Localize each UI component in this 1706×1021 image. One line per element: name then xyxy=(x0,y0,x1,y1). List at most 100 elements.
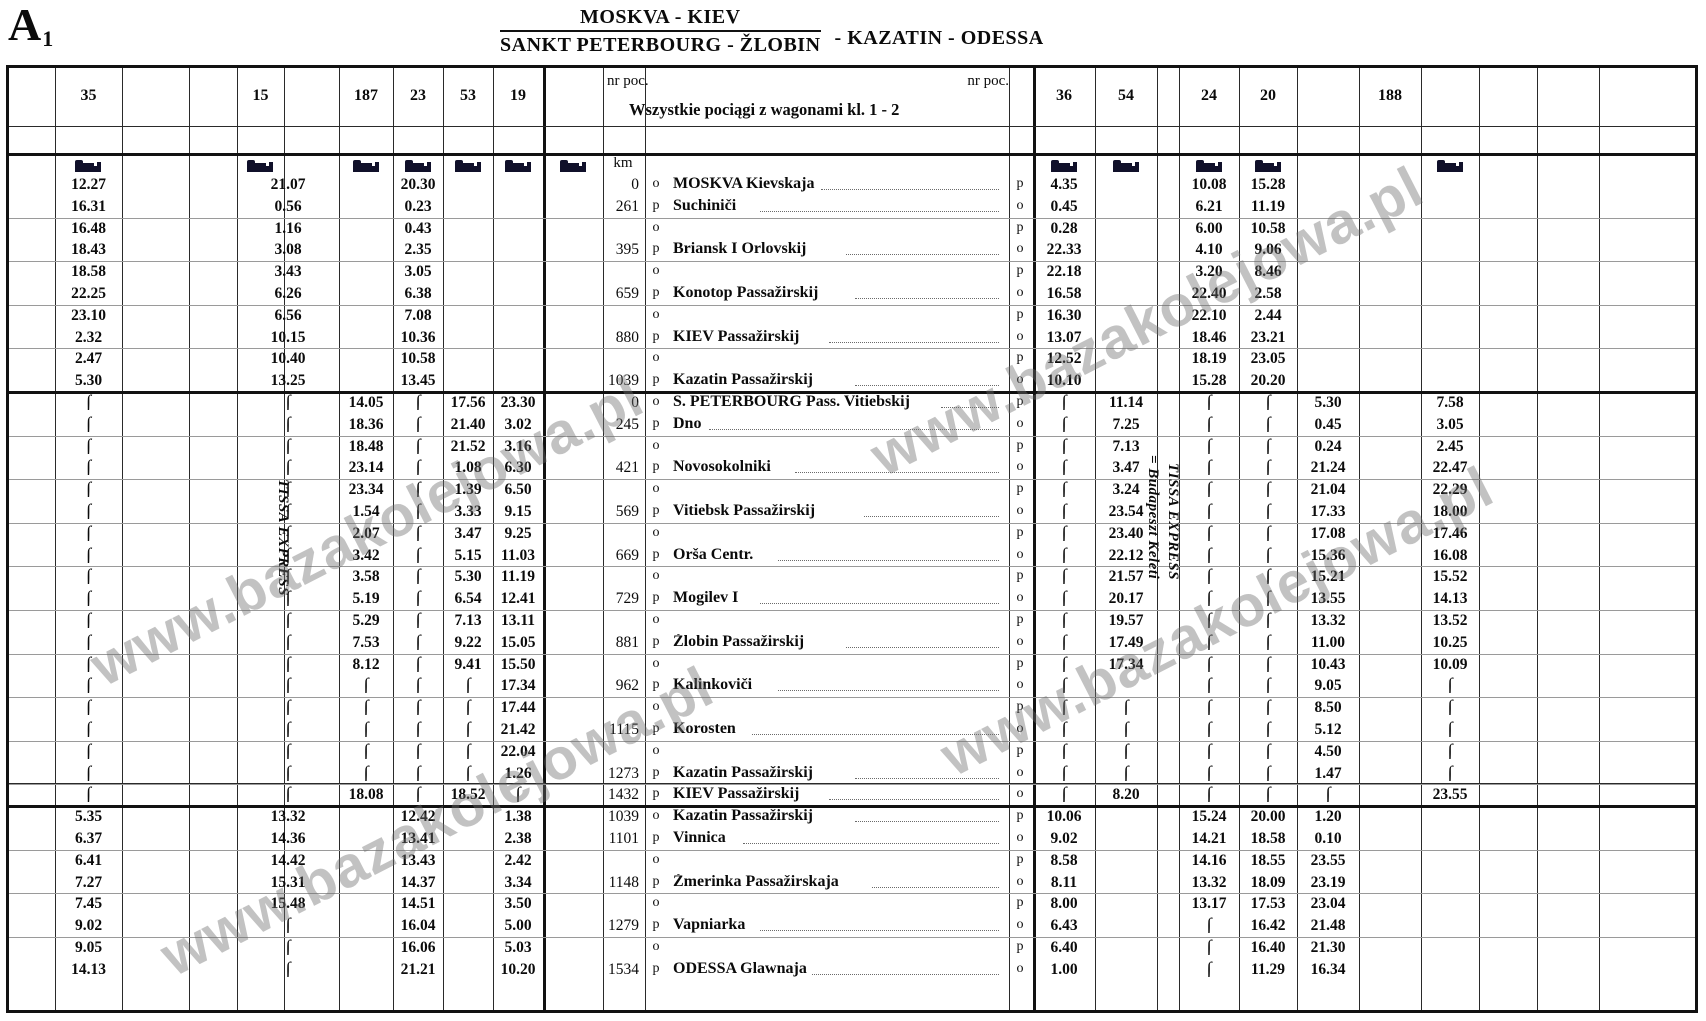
time-value: 16.48 xyxy=(71,220,106,237)
station-name: KIEV Passažirskij xyxy=(673,328,800,345)
stop-marker-right: p xyxy=(1016,177,1024,191)
time-value: ∫ xyxy=(1265,480,1271,498)
stop-marker: o xyxy=(652,852,660,867)
time-value: ∫ xyxy=(1123,741,1129,759)
train-number-header: 19 xyxy=(510,88,526,104)
time-value: 20.20 xyxy=(1250,373,1286,390)
grid-vline xyxy=(1297,68,1298,1010)
time-value: 3.50 xyxy=(504,896,532,913)
time-value: 21.52 xyxy=(450,438,486,455)
stop-marker: p xyxy=(652,242,660,257)
time-value: 11.29 xyxy=(1250,961,1286,978)
km-label: km xyxy=(613,156,633,171)
time-value: ∫ xyxy=(285,785,291,803)
time-value: ∫ xyxy=(1265,632,1271,650)
stop-marker: o xyxy=(652,743,660,758)
time-value: 14.16 xyxy=(1191,852,1227,869)
time-value: ∫ xyxy=(1206,654,1212,672)
time-value: 14.21 xyxy=(1191,831,1227,847)
time-value: ∫ xyxy=(465,720,471,737)
leader-dots xyxy=(820,189,999,190)
page-letter-sub: 1 xyxy=(42,26,54,51)
time-value: ∫ xyxy=(1206,611,1212,628)
time-value: ∫ xyxy=(465,763,471,781)
leader-dots xyxy=(941,407,999,408)
time-value: ∫ xyxy=(1206,458,1212,476)
time-value: ∫ xyxy=(1206,916,1212,934)
time-value: ∫ xyxy=(415,741,421,759)
grid-hline xyxy=(9,126,1695,127)
km-value: 261 xyxy=(615,198,639,215)
time-value: 23.21 xyxy=(1250,329,1286,346)
leader-dots xyxy=(829,341,999,343)
leader-dots xyxy=(863,516,999,517)
time-value: 14.51 xyxy=(400,896,436,913)
time-value: ∫ xyxy=(1061,589,1067,607)
time-value: ∫ xyxy=(1206,698,1212,716)
time-value: 3.34 xyxy=(504,874,532,891)
stop-marker-right: p xyxy=(1016,264,1024,279)
time-value: 10.43 xyxy=(1310,656,1346,673)
time-value: ∫ xyxy=(1265,589,1271,607)
time-value: ∫ xyxy=(1265,436,1271,454)
station-name: Kazatin Passažirskij xyxy=(673,372,813,389)
time-value: 12.27 xyxy=(71,177,106,193)
time-value: 20.30 xyxy=(400,177,436,193)
time-value: 23.05 xyxy=(1250,351,1286,368)
time-value: 1.16 xyxy=(274,220,302,237)
time-value: 16.31 xyxy=(71,198,106,215)
sleeper-car-icon xyxy=(1113,159,1139,172)
grid-hline xyxy=(9,783,1695,785)
time-value: 22.04 xyxy=(500,743,536,760)
grid-vline xyxy=(284,68,285,1010)
stop-marker: p xyxy=(652,678,660,693)
station-name: S. PETERBOURG Pass. Vitiebskij xyxy=(673,394,910,410)
tissa-express-label-right: TISSA EXPRESS xyxy=(1165,463,1181,580)
time-value: ∫ xyxy=(415,502,421,519)
time-value: 23.55 xyxy=(1432,787,1468,804)
grid-vline xyxy=(393,68,394,1010)
km-value: 0 xyxy=(631,177,639,193)
time-value: 22.33 xyxy=(1046,242,1082,259)
km-value: 1534 xyxy=(608,961,639,978)
time-value: ∫ xyxy=(1061,567,1067,585)
time-value: 14.37 xyxy=(400,874,436,891)
time-value: 6.41 xyxy=(74,852,103,869)
train-number-header: 54 xyxy=(1118,88,1134,104)
stop-marker-right: p xyxy=(1016,743,1024,758)
time-value: ∫ xyxy=(1061,632,1067,650)
time-value: ∫ xyxy=(465,676,471,694)
station-name: Žlobin Passažirskij xyxy=(673,633,805,650)
station-name: Mogilev I xyxy=(673,590,739,607)
time-value: ∫ xyxy=(85,414,92,432)
time-value: 22.47 xyxy=(1432,460,1468,477)
stop-marker: p xyxy=(652,722,660,736)
time-value: ∫ xyxy=(1206,523,1212,541)
time-value: 4.35 xyxy=(1050,177,1078,193)
time-value: ∫ xyxy=(285,502,291,519)
km-value: 881 xyxy=(615,634,639,651)
stop-marker-right: o xyxy=(1016,831,1024,845)
time-value: 6.43 xyxy=(1050,918,1078,935)
time-value: 3.43 xyxy=(274,264,302,281)
time-value: 3.05 xyxy=(1436,416,1464,433)
sleeper-car-icon xyxy=(1196,159,1222,172)
time-value: ∫ xyxy=(1206,567,1212,585)
station-name: KIEV Passažirskij xyxy=(673,786,800,803)
time-value: 16.08 xyxy=(1432,547,1468,564)
time-value: 11.14 xyxy=(1108,395,1144,411)
time-value: ∫ xyxy=(415,720,421,737)
time-value: ∫ xyxy=(85,436,92,454)
time-value: ∫ xyxy=(1061,523,1067,541)
leader-dots xyxy=(760,930,999,932)
stop-marker-right: p xyxy=(1016,809,1024,824)
time-value: 23.10 xyxy=(71,307,106,324)
station-name: Korosten xyxy=(673,721,736,737)
time-value: 9.06 xyxy=(1254,242,1282,259)
grid-vline xyxy=(1239,68,1240,1010)
km-value: 729 xyxy=(615,591,639,608)
time-value: ∫ xyxy=(1265,502,1271,519)
time-value: ∫ xyxy=(1265,654,1271,672)
time-value: 3.42 xyxy=(352,547,380,564)
time-value: 1.39 xyxy=(454,482,482,499)
